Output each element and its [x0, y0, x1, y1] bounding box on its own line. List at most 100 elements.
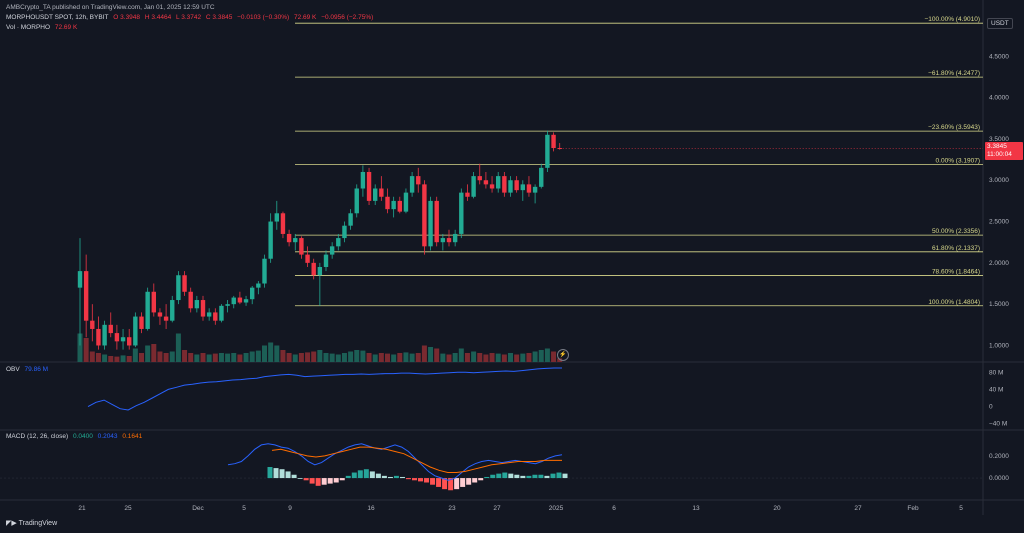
- time-axis-tick: 21: [78, 505, 86, 512]
- candle-body: [520, 184, 525, 191]
- candle-body: [299, 238, 304, 255]
- macd-histogram-bar: [436, 478, 442, 487]
- volume-bar: [360, 350, 366, 362]
- candle-body: [256, 283, 261, 288]
- macd-histogram-bar: [442, 478, 448, 490]
- candle-body: [539, 167, 544, 187]
- macd-histogram-bar: [520, 475, 526, 479]
- currency-badge[interactable]: USDT: [987, 18, 1013, 29]
- candle-body: [139, 316, 144, 329]
- vol-line: Vol · MORPHO 72.69 K: [6, 24, 80, 31]
- macd-histogram-bar: [526, 475, 532, 479]
- volume-bar: [409, 353, 415, 362]
- volume-bar: [329, 353, 335, 362]
- macd-histogram-bar: [514, 474, 520, 479]
- volume-bar: [372, 354, 378, 362]
- candle-body: [385, 196, 390, 210]
- candle-body: [502, 176, 507, 193]
- publisher-text: AMBCrypto_TA published on TradingView.co…: [6, 4, 215, 11]
- candle-body: [163, 316, 169, 321]
- price-axis-tick: 4.5000: [989, 53, 1009, 60]
- obv-header: OBV 79.86 M: [6, 366, 51, 373]
- time-axis-tick: 5: [959, 505, 963, 512]
- candle-body: [434, 200, 439, 243]
- candle-body: [496, 176, 501, 189]
- candle-body: [551, 134, 556, 149]
- candle-body: [151, 291, 156, 313]
- candle-body: [268, 221, 273, 259]
- candle-body: [243, 299, 249, 303]
- volume-bar: [311, 351, 317, 362]
- macd-histogram-bar: [315, 478, 321, 486]
- tradingview-logo-text: TradingView: [18, 520, 58, 527]
- macd-histogram-bar: [303, 478, 309, 481]
- volume-bar: [452, 353, 458, 362]
- volume-bar: [378, 353, 384, 362]
- time-axis-tick: Dec: [192, 505, 204, 512]
- candle-body: [514, 180, 519, 191]
- macd-histogram-bar: [351, 472, 357, 479]
- candle-body: [477, 176, 482, 181]
- candle-body: [77, 271, 83, 288]
- macd-signal-line: [271, 446, 562, 473]
- candle-body: [348, 213, 353, 226]
- time-axis-tick: 16: [367, 505, 375, 512]
- volume-bar: [464, 353, 470, 362]
- volume-bar: [348, 351, 354, 362]
- obv-axis-tick: 80 M: [989, 369, 1003, 376]
- volume-bar: [335, 354, 341, 362]
- volume-bar: [532, 351, 538, 362]
- candle-body: [206, 312, 212, 317]
- candle-body: [489, 184, 495, 189]
- time-axis-tick: 23: [448, 505, 456, 512]
- macd-histogram-bar: [538, 474, 544, 479]
- time-axis-tick: 25: [124, 505, 132, 512]
- time-axis-tick: 27: [854, 505, 862, 512]
- volume-bar: [317, 350, 323, 362]
- volume-bar: [126, 356, 132, 362]
- candle-body: [373, 188, 378, 201]
- volume-bar: [421, 345, 427, 362]
- volume-bar: [102, 354, 108, 362]
- volume-bar: [169, 351, 175, 362]
- macd-histogram-bar: [327, 478, 333, 484]
- candle-body: [446, 238, 452, 243]
- obv-value: 79.86 M: [24, 366, 49, 373]
- candle-body: [465, 192, 470, 197]
- macd-histogram-bar: [532, 474, 538, 479]
- macd-histogram-bar: [556, 472, 562, 479]
- candle-body: [286, 233, 292, 243]
- time-axis-tick: Feb: [907, 505, 919, 512]
- volume-bar: [446, 354, 452, 362]
- time-axis-tick: 27: [493, 505, 501, 512]
- last-price: 3.3845: [987, 143, 1007, 150]
- time-axis-tick: 13: [692, 505, 700, 512]
- volume-bar: [440, 353, 446, 362]
- volume-bar: [483, 354, 489, 362]
- tradingview-logo[interactable]: ◤▶ TradingView: [6, 519, 57, 527]
- volume-bar: [520, 353, 526, 362]
- price-axis-tick: 1.0000: [989, 342, 1009, 349]
- candle-body: [194, 300, 200, 309]
- macd-histogram-bar: [448, 478, 454, 491]
- macd-histogram-bar: [478, 478, 484, 481]
- volume-bar: [471, 351, 477, 362]
- fib-level-label: −61.80% (4.2477): [928, 70, 980, 77]
- volume-bar: [237, 354, 243, 362]
- volume-bar: [206, 354, 212, 362]
- macd-histogram-bar: [411, 478, 417, 481]
- volume-bar: [95, 353, 101, 362]
- candle-body: [219, 305, 224, 321]
- candle-body: [176, 275, 181, 301]
- macd-histogram-bar: [273, 468, 279, 479]
- candle-body: [323, 254, 329, 267]
- candle-body: [545, 134, 550, 168]
- lightning-icon[interactable]: ⚡: [557, 349, 569, 361]
- volume-bar: [323, 353, 329, 362]
- macd-line: [227, 443, 563, 481]
- volume-bar: [354, 350, 360, 362]
- macd-histogram-bar: [454, 478, 460, 490]
- volume-bar: [89, 351, 95, 362]
- price-axis-tick: 4.0000: [989, 95, 1009, 102]
- candle-body: [391, 200, 396, 210]
